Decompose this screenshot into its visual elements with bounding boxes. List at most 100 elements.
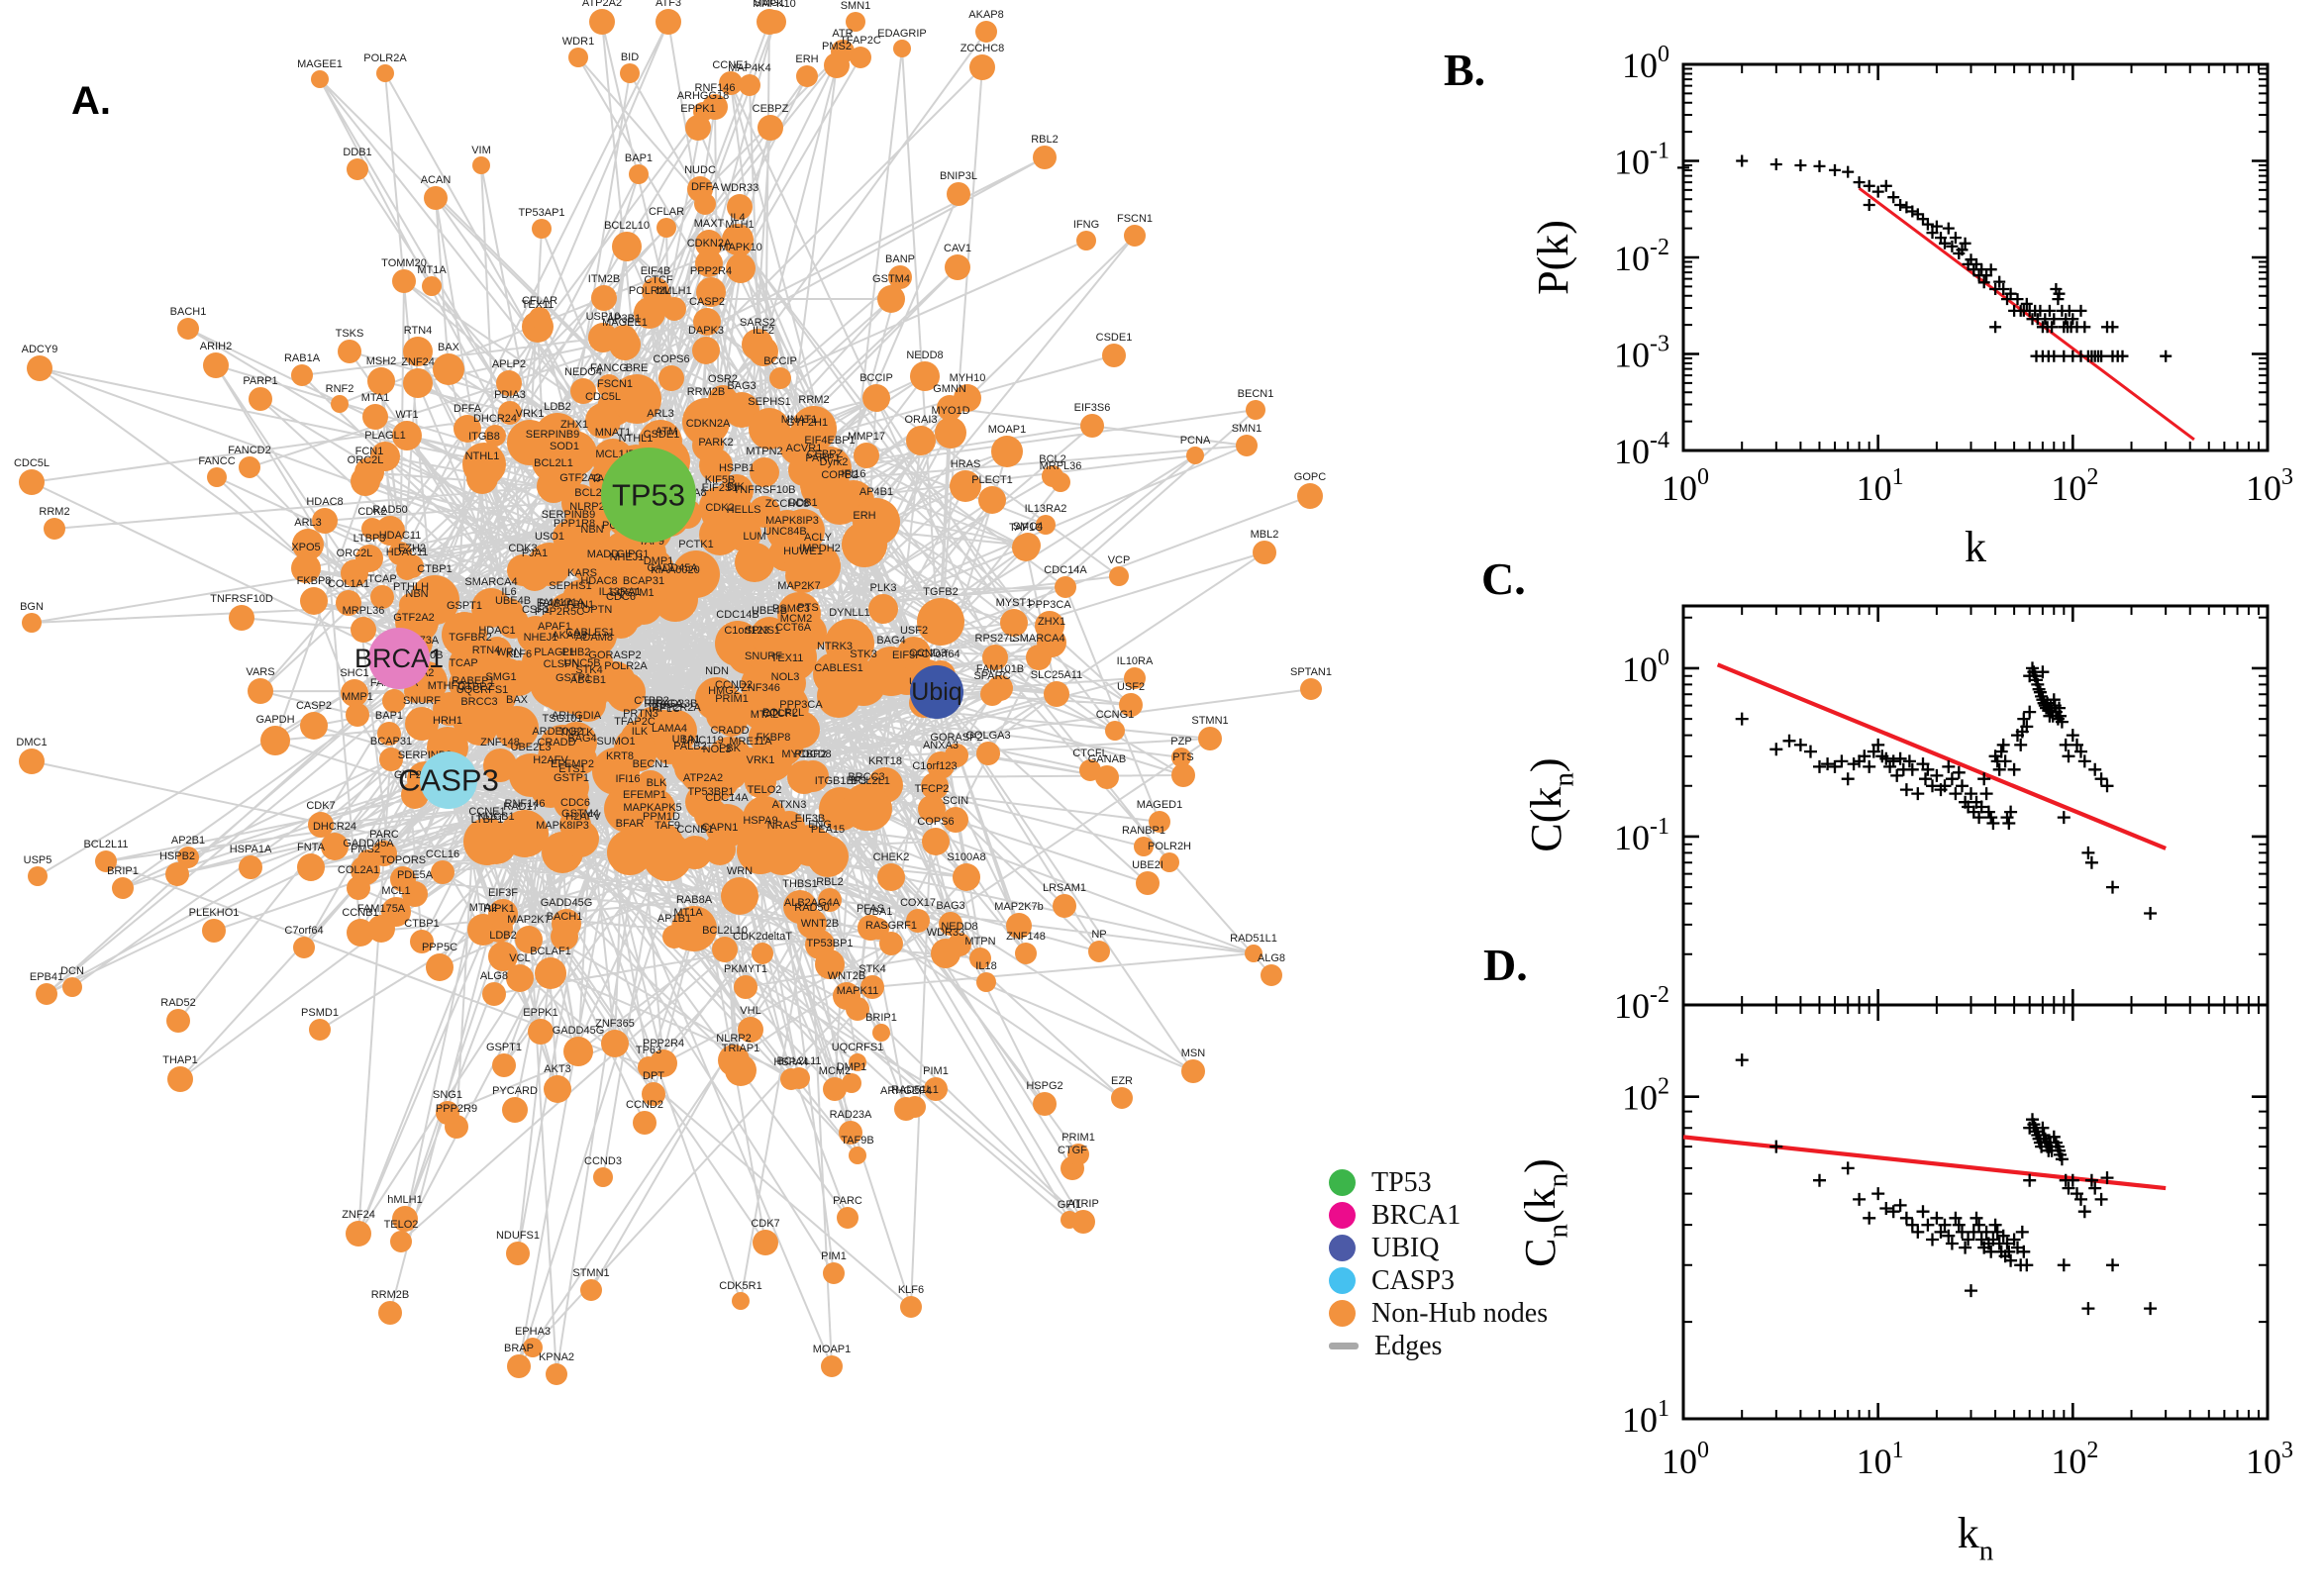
network-node — [780, 1068, 802, 1090]
network-node — [563, 1037, 593, 1066]
panel-label-c: C. — [1481, 553, 1526, 604]
network-node-label: BAG4 — [567, 733, 596, 745]
network-node-label: COPB2 — [821, 469, 858, 481]
network-node — [1253, 541, 1276, 564]
network-node — [484, 425, 506, 447]
network-node — [309, 1019, 331, 1041]
network-node — [396, 558, 418, 580]
network-node — [392, 421, 422, 450]
network-node-label: PCNA — [1180, 435, 1211, 447]
network-node — [702, 94, 728, 120]
network-node — [589, 9, 615, 35]
network-node-label: POLR2A — [363, 52, 407, 64]
network-node-label: BAP1 — [625, 152, 653, 164]
network-node — [1236, 435, 1258, 456]
network-node-label: LTBP3 — [354, 533, 386, 545]
network-node-label: PPP1R8 — [554, 518, 595, 530]
legend-item-nonhub: Non-Hub nodes — [1329, 1297, 1549, 1329]
network-node — [918, 795, 946, 823]
network-node-label: BAX — [438, 342, 460, 353]
network-node — [528, 1019, 554, 1045]
network-node-label: WT1 — [395, 409, 418, 421]
network-node-label: USP5 — [24, 854, 52, 866]
network-node — [695, 249, 723, 277]
network-node-label: PDE5A — [397, 869, 434, 881]
network-node — [585, 403, 621, 439]
network-node-label: HRH1 — [433, 715, 462, 727]
network-node — [726, 253, 756, 283]
network-node — [991, 436, 1023, 467]
network-node — [924, 1077, 948, 1101]
network-node-label: ACAN — [421, 174, 452, 186]
legend-label: Non-Hub nodes — [1371, 1297, 1549, 1329]
network-node-label: RAD23A — [830, 1109, 872, 1121]
network-node-label: WDR33 — [721, 182, 759, 194]
network-node-label: PARC — [369, 829, 399, 841]
network-node-label: PDCD8 — [794, 748, 831, 760]
major-ticks — [1681, 62, 2270, 452]
network-node — [671, 906, 717, 951]
network-node-label: AP2B1 — [171, 835, 205, 847]
network-node-label: PARK2 — [698, 437, 733, 449]
network-node — [735, 543, 774, 582]
network-node-label: MCL1 — [595, 449, 624, 460]
network-node — [877, 863, 905, 891]
network-node-label: PLAGL1 — [534, 647, 575, 658]
network-node — [338, 340, 361, 363]
network-node-label: RRM2B — [687, 386, 726, 398]
network-node — [637, 707, 666, 737]
network-node — [1105, 721, 1125, 741]
network-node-label: ORC2L — [337, 548, 373, 559]
network-node — [300, 587, 328, 615]
network-node-label: EPB41 — [30, 971, 63, 983]
network-node-label: ALB2AG4A — [784, 897, 841, 909]
network-node — [791, 406, 837, 451]
network-node-label: PPP2R9 — [436, 1103, 477, 1115]
network-node-label: TNFRSF10D — [210, 593, 273, 605]
network-node-label: LRSAM1 — [1043, 882, 1086, 894]
network-node — [846, 12, 865, 32]
plot-frame — [1681, 1003, 2270, 1421]
network-node-label: BIK — [727, 481, 745, 493]
network-node-label: ZNF24 — [401, 356, 435, 368]
network-node-label: RAB4A — [539, 598, 575, 610]
tick-label: 10-4 — [1614, 428, 1669, 471]
network-node-label: FAM171A — [537, 597, 585, 609]
network-node — [752, 943, 773, 964]
network-node-label: FCN1 — [355, 446, 384, 457]
network-node-label: IMPDH2 — [799, 543, 841, 554]
network-node — [249, 387, 272, 411]
network-node-label: ARL3 — [294, 517, 322, 529]
network-node-label: GADD45A — [647, 562, 698, 574]
network-node-label: CDK7 — [306, 800, 335, 812]
network-node-label: COL2A1 — [338, 864, 379, 876]
network-node — [620, 63, 640, 83]
hub-node-label: Ubiq — [911, 678, 961, 706]
network-node-label: KRT8 — [606, 750, 634, 762]
network-node-label: IL6 — [501, 586, 516, 598]
tick-label: 102 — [2051, 1438, 2098, 1481]
network-node-label: GSTM4 — [561, 808, 599, 820]
network-node — [392, 1206, 418, 1232]
network-node — [260, 726, 290, 755]
network-node-label: GANAB — [1088, 753, 1127, 765]
network-node — [692, 337, 720, 364]
network-node — [650, 1049, 677, 1077]
network-node — [658, 365, 684, 391]
network-node-label: CTBP2 — [634, 695, 668, 707]
network-node — [738, 1017, 763, 1043]
network-node — [1297, 483, 1323, 509]
network-node-label: WDR33 — [927, 927, 965, 939]
network-node — [976, 742, 1000, 765]
network-node — [341, 679, 368, 707]
hub-node-label: BRCA1 — [354, 644, 444, 673]
network-node — [842, 522, 887, 567]
network-node-label: CASP2 — [689, 296, 725, 308]
network-node — [612, 374, 661, 424]
network-node — [722, 224, 754, 255]
network-node-label: CDC6 — [606, 591, 636, 603]
scatter-points — [1677, 154, 2172, 362]
network-node — [1000, 609, 1028, 637]
axis-title: P(k) — [1529, 220, 1577, 295]
network-node-label: BAG3 — [936, 900, 964, 912]
